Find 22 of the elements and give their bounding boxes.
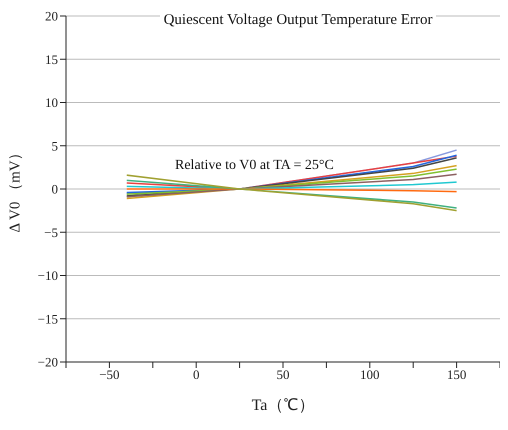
line-series (126, 180, 458, 209)
chart-title: Quiescent Voltage Output Temperature Error (160, 10, 436, 31)
line-series (126, 174, 458, 212)
y-tick-label: 5 (52, 138, 58, 154)
x-tick-label: 0 (192, 367, 200, 382)
y-tick-label: 20 (45, 8, 58, 24)
line-series (126, 174, 458, 198)
y-tick-label: 10 (45, 95, 58, 110)
x-tick-label: 50 (276, 367, 290, 382)
x-tick-label: 150 (446, 367, 466, 382)
line-series (126, 181, 458, 190)
x-tick-label: −50 (99, 367, 120, 382)
y-tick-label: −5 (44, 224, 58, 240)
x-tick-label: 100 (360, 367, 380, 382)
y-tick-label: 15 (45, 52, 58, 67)
y-tick-label: 0 (52, 182, 58, 197)
y-axis-title: Δ V0 （mV） (7, 145, 24, 233)
x-axis-title: Ta（℃） (252, 397, 314, 414)
annotation: Relative to V0 at TA = 25°C (173, 158, 336, 174)
y-tick-label: −15 (38, 311, 58, 326)
y-tick-label: −10 (38, 268, 58, 284)
y-tick-label: −20 (38, 354, 58, 370)
